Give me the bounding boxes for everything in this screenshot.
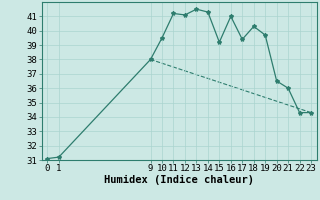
X-axis label: Humidex (Indice chaleur): Humidex (Indice chaleur) bbox=[104, 175, 254, 185]
